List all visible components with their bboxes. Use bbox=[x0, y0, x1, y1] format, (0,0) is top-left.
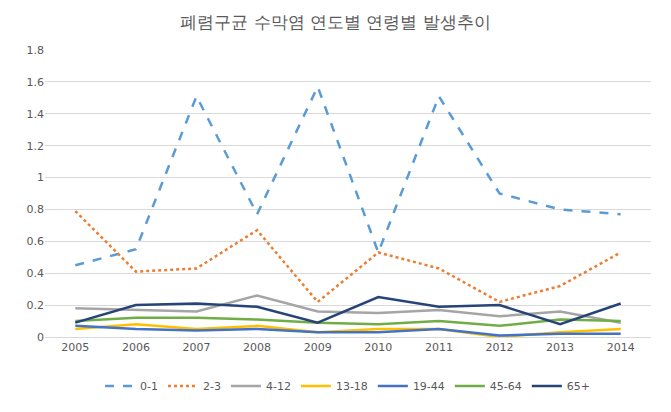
svg-text:2008: 2008 bbox=[243, 341, 271, 354]
svg-text:2-3: 2-3 bbox=[203, 380, 221, 393]
svg-text:0.2: 0.2 bbox=[27, 299, 45, 312]
svg-text:13-18: 13-18 bbox=[336, 380, 368, 393]
svg-text:2006: 2006 bbox=[122, 341, 150, 354]
svg-text:0: 0 bbox=[37, 331, 44, 344]
svg-text:폐렴구균 수막염 연도별 연령별 발생추이: 폐렴구균 수막염 연도별 연령별 발생추이 bbox=[180, 12, 491, 32]
svg-text:2014: 2014 bbox=[607, 341, 635, 354]
svg-text:2010: 2010 bbox=[364, 341, 392, 354]
svg-text:0.4: 0.4 bbox=[27, 267, 45, 280]
svg-text:1.6: 1.6 bbox=[27, 76, 45, 89]
svg-text:45-64: 45-64 bbox=[490, 380, 522, 393]
svg-text:4-12: 4-12 bbox=[266, 380, 291, 393]
svg-text:1.2: 1.2 bbox=[27, 140, 45, 153]
svg-text:2013: 2013 bbox=[546, 341, 574, 354]
svg-text:2007: 2007 bbox=[183, 341, 211, 354]
svg-text:0-1: 0-1 bbox=[140, 380, 158, 393]
svg-text:1.4: 1.4 bbox=[27, 108, 45, 121]
svg-text:2011: 2011 bbox=[425, 341, 453, 354]
svg-text:2012: 2012 bbox=[486, 341, 514, 354]
svg-text:19-44: 19-44 bbox=[413, 380, 445, 393]
svg-text:0.6: 0.6 bbox=[27, 235, 45, 248]
svg-text:2005: 2005 bbox=[61, 341, 89, 354]
svg-text:65+: 65+ bbox=[567, 380, 590, 393]
svg-text:0.8: 0.8 bbox=[27, 203, 45, 216]
svg-text:1.8: 1.8 bbox=[27, 44, 45, 57]
svg-text:1: 1 bbox=[37, 171, 44, 184]
svg-text:2009: 2009 bbox=[304, 341, 332, 354]
